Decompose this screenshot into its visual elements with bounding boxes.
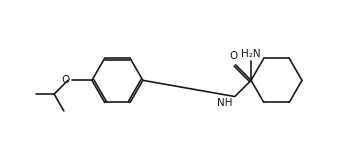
Text: H₂N: H₂N	[241, 49, 260, 59]
Text: O: O	[230, 51, 238, 61]
Text: NH: NH	[217, 98, 233, 108]
Text: O: O	[62, 75, 70, 85]
